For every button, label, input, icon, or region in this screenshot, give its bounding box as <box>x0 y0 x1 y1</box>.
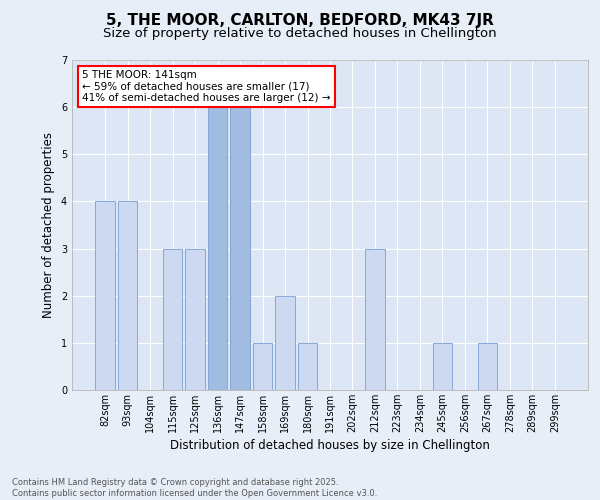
Bar <box>208 107 227 390</box>
Text: Contains HM Land Registry data © Crown copyright and database right 2025.
Contai: Contains HM Land Registry data © Crown c… <box>12 478 377 498</box>
Bar <box>298 343 317 390</box>
Text: 5, THE MOOR, CARLTON, BEDFORD, MK43 7JR: 5, THE MOOR, CARLTON, BEDFORD, MK43 7JR <box>106 12 494 28</box>
Bar <box>478 343 497 390</box>
Bar <box>118 202 137 390</box>
Text: 5 THE MOOR: 141sqm
← 59% of detached houses are smaller (17)
41% of semi-detache: 5 THE MOOR: 141sqm ← 59% of detached hou… <box>82 70 331 103</box>
Bar <box>365 248 385 390</box>
Bar <box>185 248 205 390</box>
Bar <box>163 248 182 390</box>
Text: Size of property relative to detached houses in Chellington: Size of property relative to detached ho… <box>103 28 497 40</box>
X-axis label: Distribution of detached houses by size in Chellington: Distribution of detached houses by size … <box>170 439 490 452</box>
Bar <box>275 296 295 390</box>
Bar <box>95 202 115 390</box>
Y-axis label: Number of detached properties: Number of detached properties <box>43 132 55 318</box>
Bar <box>230 107 250 390</box>
Bar <box>253 343 272 390</box>
Bar <box>433 343 452 390</box>
